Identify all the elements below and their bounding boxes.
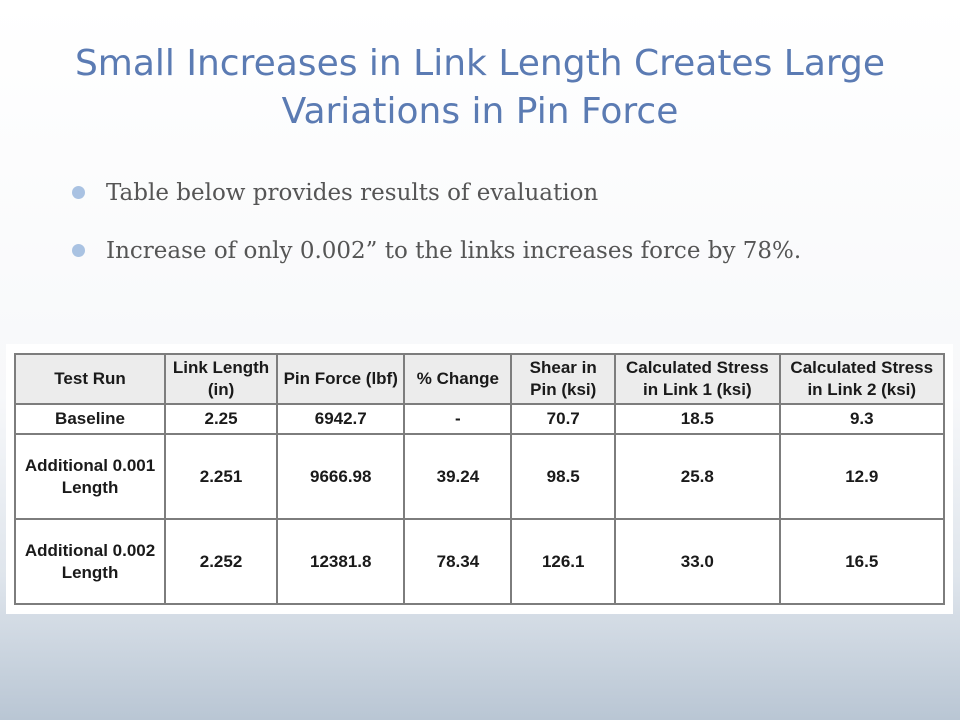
bullet-text: Increase of only 0.002” to the links inc… <box>106 238 802 264</box>
cell-percent-change: 78.34 <box>403 518 513 605</box>
header-stress-link-1: Calculated Stress in Link 1 (ksi) <box>614 353 781 405</box>
table-row: Additional 0.001 Length 2.251 9666.98 39… <box>13 433 946 520</box>
bullet-item: Increase of only 0.002” to the links inc… <box>72 234 892 268</box>
table-row: Additional 0.002 Length 2.252 12381.8 78… <box>13 518 946 605</box>
cell-test-run: Baseline <box>13 403 167 435</box>
cell-test-run: Additional 0.001 Length <box>13 433 167 520</box>
header-shear-in-pin: Shear in Pin (ksi) <box>510 353 617 405</box>
cell-link-length: 2.252 <box>164 518 279 605</box>
cell-link-length: 2.251 <box>164 433 279 520</box>
cell-percent-change: 39.24 <box>403 433 513 520</box>
cell-test-run: Additional 0.002 Length <box>13 518 167 605</box>
cell-pin-force: 9666.98 <box>276 433 406 520</box>
cell-shear-in-pin: 98.5 <box>510 433 617 520</box>
slide-title: Small Increases in Link Length Creates L… <box>74 43 886 132</box>
cell-stress-link-1: 25.8 <box>614 433 781 520</box>
header-test-run: Test Run <box>13 353 167 405</box>
header-pin-force: Pin Force (lbf) <box>276 353 406 405</box>
bullet-text: Table below provides results of evaluati… <box>106 180 599 206</box>
table-row: Baseline 2.25 6942.7 - 70.7 18.5 9.3 <box>13 403 946 435</box>
bullet-list: Table below provides results of evaluati… <box>72 176 892 268</box>
header-stress-link-2: Calculated Stress in Link 2 (ksi) <box>778 353 946 405</box>
bullet-dot-icon <box>72 186 85 199</box>
cell-stress-link-1: 18.5 <box>614 403 781 435</box>
cell-pin-force: 12381.8 <box>276 518 406 605</box>
cell-percent-change: - <box>403 403 513 435</box>
cell-stress-link-1: 33.0 <box>614 518 781 605</box>
bullet-dot-icon <box>72 244 85 257</box>
results-table: Test Run Link Length (in) Pin Force (lbf… <box>13 353 946 605</box>
table-header-row: Test Run Link Length (in) Pin Force (lbf… <box>13 353 946 405</box>
cell-shear-in-pin: 126.1 <box>510 518 617 605</box>
bullet-item: Table below provides results of evaluati… <box>72 176 892 210</box>
header-percent-change: % Change <box>403 353 513 405</box>
cell-stress-link-2: 16.5 <box>778 518 946 605</box>
cell-shear-in-pin: 70.7 <box>510 403 617 435</box>
table-panel: Test Run Link Length (in) Pin Force (lbf… <box>6 344 953 614</box>
cell-pin-force: 6942.7 <box>276 403 406 435</box>
cell-link-length: 2.25 <box>164 403 279 435</box>
cell-stress-link-2: 9.3 <box>778 403 946 435</box>
cell-stress-link-2: 12.9 <box>778 433 946 520</box>
header-link-length: Link Length (in) <box>164 353 279 405</box>
